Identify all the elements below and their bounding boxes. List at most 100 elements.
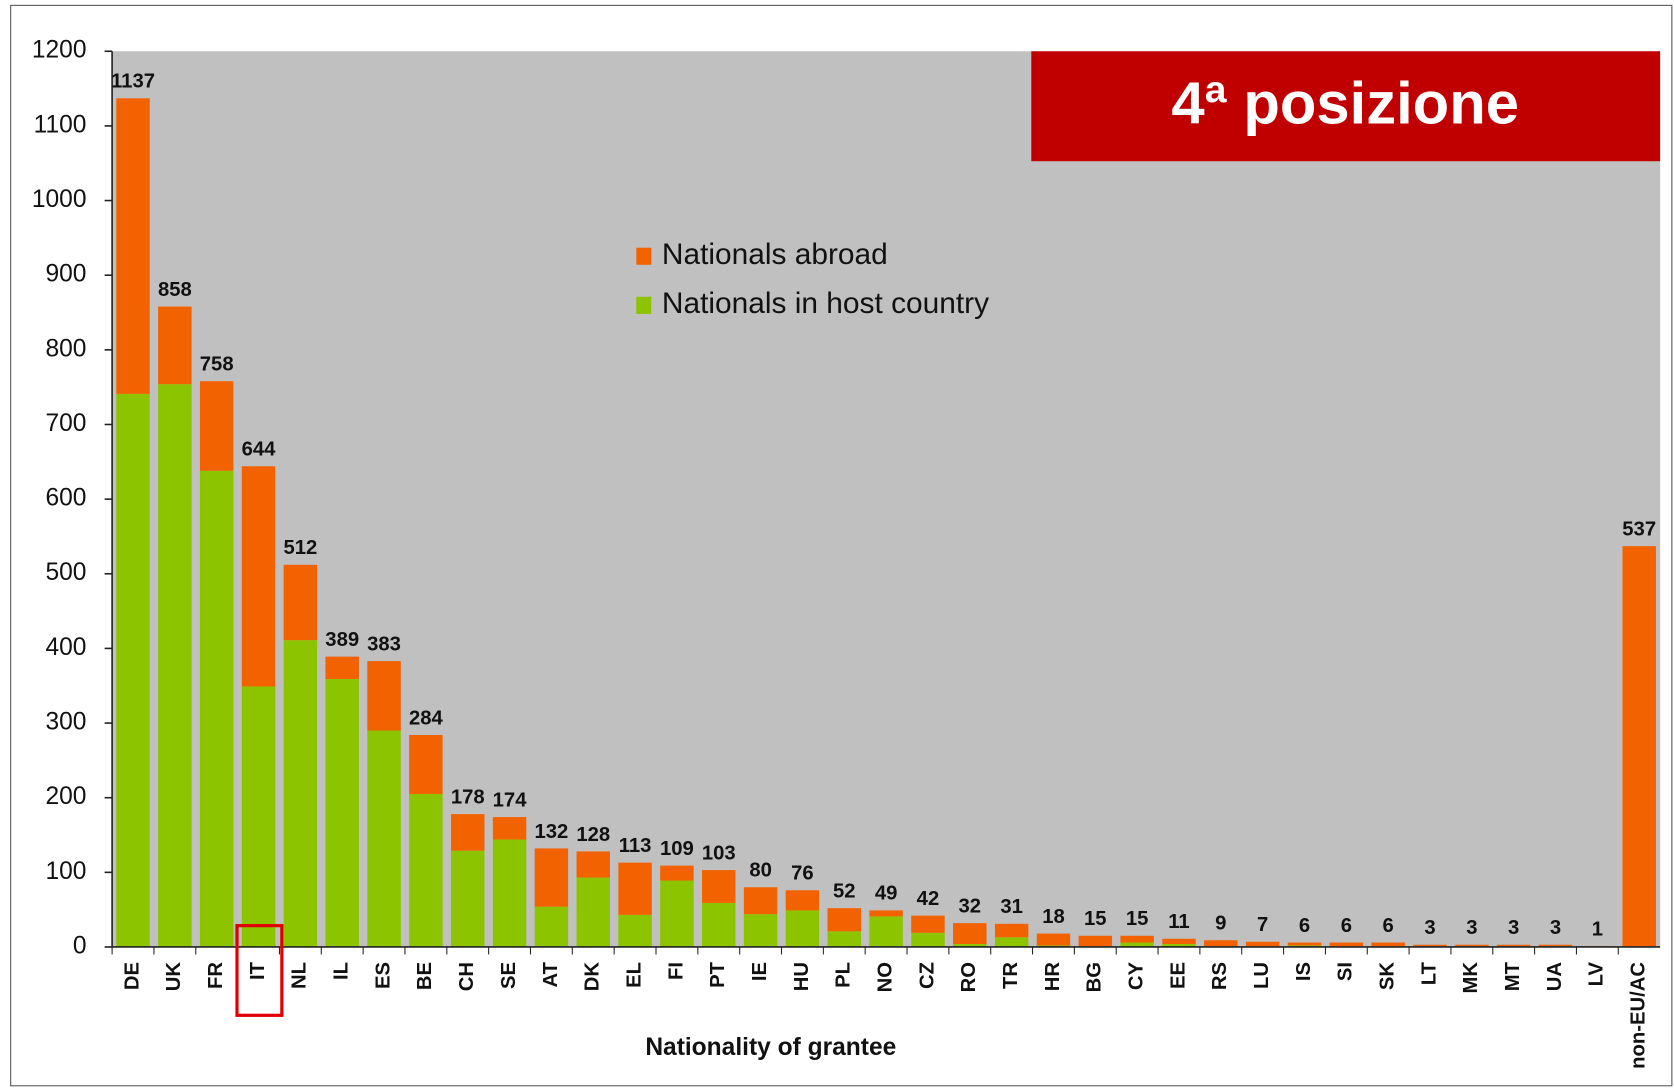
bar-segment (1329, 942, 1364, 947)
total-label: 284 (409, 707, 444, 729)
bar-segment (534, 848, 569, 907)
annotation-box (1031, 51, 1661, 162)
bar-segment (534, 906, 569, 947)
y-tick-label: 900 (46, 261, 87, 288)
bar-segment (618, 914, 652, 947)
bar-segment (576, 851, 610, 878)
total-label: 42 (917, 888, 940, 910)
total-label: 389 (325, 629, 359, 651)
y-tick-label: 0 (73, 932, 87, 959)
x-tick-label: EE (1167, 962, 1189, 989)
x-tick-label: DE (121, 962, 143, 990)
total-label: 178 (451, 786, 485, 808)
legend-swatch (636, 247, 652, 265)
bar-segment (1622, 546, 1656, 947)
bar-segment (869, 916, 903, 947)
bar-segment (702, 870, 736, 903)
total-label: 132 (534, 821, 568, 843)
y-tick-label: 300 (46, 709, 87, 736)
total-label: 113 (619, 835, 652, 857)
y-tick-label: 100 (46, 858, 87, 885)
x-axis-title: Nationality of grantee (645, 1034, 896, 1061)
total-label: 9 (1215, 913, 1226, 935)
x-tick-label: IL (331, 962, 353, 980)
total-label: 6 (1299, 915, 1310, 937)
total-label: 76 (791, 863, 814, 885)
x-tick-label: ES (372, 962, 394, 989)
y-tick-label: 1100 (34, 111, 87, 138)
bar-segment (994, 923, 1029, 938)
x-tick-label: MK (1460, 962, 1482, 994)
x-tick-label: NO (874, 962, 896, 992)
bar-segment (869, 910, 903, 917)
highlight-box (235, 924, 284, 1017)
total-label: 109 (660, 838, 694, 860)
x-tick-label: TR (1000, 962, 1022, 989)
y-tick-label: 400 (46, 634, 87, 661)
total-label: 3 (1508, 917, 1519, 939)
x-tick-label: IS (1293, 962, 1315, 981)
bar-segment (911, 932, 945, 947)
bar-segment (367, 730, 401, 947)
bar-segment (409, 793, 443, 947)
bar-segment (827, 908, 862, 932)
bar-segment (1120, 942, 1154, 947)
bar-segment (1245, 941, 1280, 947)
bar-segment (1162, 938, 1196, 945)
bar-segment (1120, 935, 1154, 943)
total-label: 7 (1257, 914, 1268, 936)
bar-segment (953, 923, 987, 945)
x-tick-label: MT (1502, 961, 1524, 991)
bar-segment (450, 814, 485, 851)
total-label: 52 (833, 881, 856, 903)
marks: 0 100 200 300 400 500 600 700 800 900 1000 1100 1200… (32, 37, 1656, 1069)
legend: Nationals abroad Nationals in host countr… (636, 238, 989, 320)
x-tick-label: CH (456, 962, 478, 991)
total-label: 32 (959, 895, 982, 917)
y-tick-label: 1000 (32, 186, 87, 213)
x-tick-label: LV (1586, 961, 1608, 986)
bar-segment (1413, 944, 1447, 947)
x-tick-label: RS (1209, 962, 1231, 990)
bar-segment (492, 817, 527, 840)
x-tick-label: HU (791, 962, 813, 991)
total-label: 644 (242, 439, 277, 461)
bar-segment (911, 915, 945, 933)
total-label: 6 (1383, 915, 1394, 937)
x-tick-label: AT (540, 961, 562, 987)
x-tick-label: SE (498, 962, 520, 989)
x-tick-label: IT (247, 961, 269, 980)
bar-segment (367, 661, 401, 731)
legend-label: Nationals in host country (662, 287, 989, 320)
bar-segment (660, 865, 694, 881)
x-tick-label: UK (163, 962, 185, 992)
bar-segment (241, 686, 276, 947)
x-tick-label: SI (1335, 962, 1357, 981)
bar-segment (1287, 942, 1322, 946)
bar-segment (1538, 944, 1573, 947)
x-tick-label: PT (707, 961, 729, 988)
x-tick-label: DK (582, 962, 604, 992)
total-label: 3 (1466, 917, 1477, 939)
total-label: 103 (702, 842, 736, 864)
bar-segment (743, 887, 778, 915)
total-label: 15 (1126, 908, 1149, 930)
bar-segment (492, 839, 527, 947)
bar-segment (325, 656, 359, 680)
total-label: 174 (493, 789, 528, 811)
bar-segment (450, 850, 485, 947)
bar-segment (660, 880, 694, 947)
bar-segment (158, 384, 192, 947)
legend-swatch (636, 296, 652, 314)
bar-segment (283, 640, 318, 947)
x-tick-label: CZ (916, 962, 938, 989)
x-tick-label: non-EU/AC (1628, 962, 1650, 1069)
x-tick-label: NL (289, 962, 311, 989)
x-tick-label: FI (665, 962, 687, 980)
total-label: 15 (1084, 908, 1107, 930)
bar-segment (618, 862, 652, 915)
y-tick-label: 200 (46, 783, 87, 810)
x-tick-label: EL (623, 962, 645, 988)
